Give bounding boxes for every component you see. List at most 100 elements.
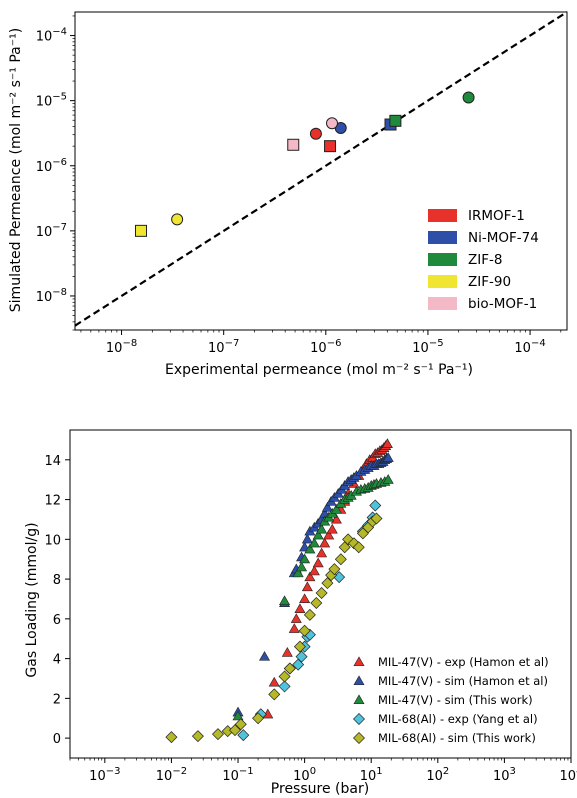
data-point [323,529,335,540]
data-point [294,603,306,613]
data-point [310,596,323,609]
data-point [315,587,328,600]
data-point [326,117,339,130]
data-point [303,608,316,621]
data-point [279,595,291,606]
permeance-plot-area [74,11,568,327]
legend-label: ZIF-8 [468,252,502,268]
data-point [389,114,402,127]
data-point [328,563,341,576]
legend-marker [353,732,365,744]
legend-label: bio-MOF-1 [468,296,537,312]
x-tick-label: 103 [493,766,516,784]
data-point [290,613,302,623]
legend-swatch [428,275,457,288]
y-tick-label: 10 [44,533,61,548]
data-point [268,676,280,687]
data-point [301,533,313,544]
legend-label: MIL-47(V) - sim (Hamon et al) [378,674,548,688]
data-point [296,561,308,572]
x-tick-label: 100 [293,766,316,784]
y-tick-label: 0 [53,732,61,747]
data-point [299,553,311,564]
data-point [382,452,394,462]
y-tick-label: 4 [53,653,61,668]
permeance-legend: IRMOF-1 Ni-MOF-74 ZIF-8 ZIF-90 bio-MOF-1 [428,208,539,312]
data-point [292,567,304,578]
x-tick-label: 104 [560,766,577,784]
data-point [259,651,271,661]
y-tick-label: 10−6 [36,157,67,175]
data-point [462,91,475,104]
data-point [293,640,306,653]
data-point [301,581,313,592]
y-tick-label: 8 [53,573,61,588]
legend-label: MIL-47(V) - sim (This work) [378,693,533,707]
legend-label: MIL-68(Al) - sim (This work) [378,731,536,745]
legend-marker [353,656,365,667]
legend-marker [353,694,365,705]
legend-label: MIL-47(V) - exp (Hamon et al) [378,655,549,669]
data-point [283,662,296,675]
gas-loading-axes: 10−3 10−2 10−1 100 101 102 103 104 0 2 4 6 8 10 12 14 [44,429,577,784]
x-tick-label: 10−1 [222,766,253,784]
data-point [171,213,184,226]
plot-frame [69,429,572,759]
data-point [326,523,338,534]
gas-loading-chart: 10−3 10−2 10−1 100 101 102 103 104 0 2 4 6 8 10 12 14 P… [24,429,577,797]
x-tick-label: 10−8 [106,338,137,356]
legend-swatch [428,253,457,266]
gas-loading-x-axis-label: Pressure (bar) [271,781,369,797]
legend-swatch [428,297,457,310]
y-tick-label: 10−5 [36,92,67,110]
data-point [288,623,300,633]
data-point [334,553,347,566]
data-point [304,543,316,554]
data-point [211,728,224,741]
y-tick-label: 2 [53,692,61,707]
data-point [381,438,393,448]
data-point [316,547,328,558]
legend-label: ZIF-90 [468,274,511,290]
data-point [382,474,394,484]
data-point [324,140,337,153]
x-tick-label: 10−4 [514,338,545,356]
y-tick-label: 14 [44,454,61,469]
data-point [281,647,293,657]
permeance-x-axis-label: Experimental permeance (mol m⁻² s⁻¹ Pa⁻¹… [165,362,473,378]
legend-swatch [428,209,457,222]
gas-loading-plot-area [165,438,394,744]
data-point [304,571,316,582]
data-point [299,593,311,604]
data-point [370,512,383,525]
gas-loading-legend: MIL-47(V) - exp (Hamon et al) MIL-47(V) -… [353,655,549,745]
legend-marker [353,713,365,725]
data-point [252,712,265,725]
data-point [278,680,291,693]
y-tick-label: 10−4 [36,27,67,45]
data-point [232,710,244,721]
data-point [237,729,250,742]
legend-label: Ni-MOF-74 [468,230,539,246]
data-point [309,127,322,140]
legend-label: MIL-68(Al) - exp (Yang et al) [378,712,538,726]
data-point [165,731,178,744]
y-tick-label: 6 [53,613,61,628]
x-tick-label: 102 [426,766,449,784]
data-point [287,138,300,151]
data-point [321,577,334,590]
x-tick-label: 10−7 [208,338,239,356]
data-point [191,730,204,743]
data-point [308,565,320,576]
x-tick-label: 10−2 [156,766,187,784]
data-point [316,523,328,534]
data-point [369,499,382,512]
gas-loading-y-axis-label: Gas Loading (mmol/g) [24,522,40,677]
y-tick-label: 10−8 [36,287,67,305]
data-point [298,624,311,637]
data-point [308,537,320,548]
parity-line [74,11,568,327]
data-point [352,541,365,554]
x-tick-label: 10−5 [412,338,443,356]
data-point [278,670,291,683]
